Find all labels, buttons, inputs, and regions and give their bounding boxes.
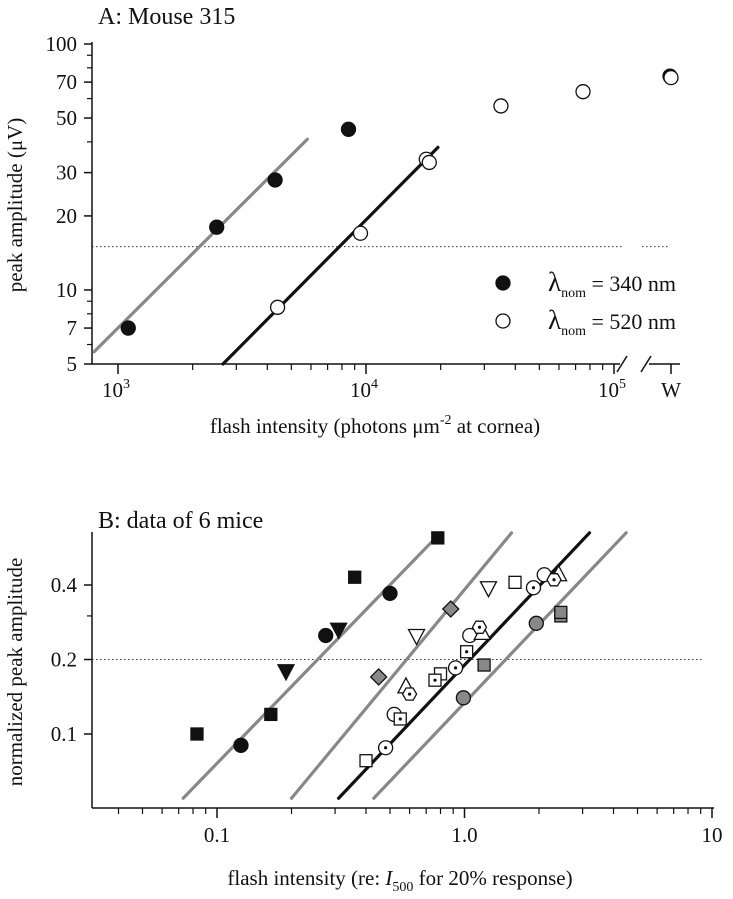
y-tick-label: 0.2 [51, 648, 77, 672]
data-point [479, 581, 498, 599]
marker-center-dot [552, 578, 556, 582]
x-tick-label: 10 [702, 823, 723, 847]
data-point-white [663, 69, 679, 86]
fit-line [337, 531, 592, 800]
data-point [120, 320, 136, 336]
x-tick-label-white: W [661, 378, 681, 402]
data-point [190, 727, 204, 741]
data-point [269, 299, 286, 315]
panel-b-axes [91, 532, 714, 809]
panel-a: A: Mouse 315 peak amplitude (μV) 5 7 10 20 3… [3, 4, 681, 438]
marker-center-dot [453, 666, 458, 670]
panel-b-y-ticks: 0.1 0.2 0.4 [51, 573, 92, 746]
panel-b-xlabel: flash intensity (re: I500 for 20% respon… [227, 866, 572, 895]
data-point [431, 531, 445, 545]
x-tick-label: 105 [598, 377, 626, 402]
data-point [359, 754, 373, 768]
panel-a-title: A: Mouse 315 [98, 4, 235, 30]
panel-a-y-ticks: 5 7 10 20 30 50 70 100 [46, 32, 92, 376]
x-tick-label: 104 [350, 377, 378, 402]
y-tick-label: 10 [56, 278, 77, 302]
data-point [209, 219, 225, 235]
panel-b: B: data of 6 mice normalized peak amplit… [3, 508, 723, 895]
marker-center-dot [477, 625, 482, 629]
panel-b-ylabel: normalized peak amplitude [3, 558, 27, 787]
data-point [329, 622, 348, 640]
fit-line [221, 145, 440, 366]
data-point [369, 668, 388, 686]
y-tick-label: 70 [56, 70, 77, 94]
fit-line [372, 531, 628, 800]
y-tick-label: 50 [56, 106, 77, 130]
panel-a-points [120, 68, 679, 336]
marker-center-dot [398, 717, 402, 721]
legend-entry-520: λnom = 520 nm [548, 305, 676, 339]
y-tick-label: 0.4 [51, 573, 78, 597]
panel-a-x-ticks: 103 104 105 W [102, 364, 681, 402]
data-point [528, 615, 544, 631]
marker-center-dot [407, 692, 412, 696]
y-tick-label: 0.1 [51, 722, 77, 746]
data-point [508, 575, 522, 589]
x-tick-label: 0.1 [204, 823, 230, 847]
data-point [267, 172, 283, 188]
data-point [233, 737, 249, 753]
data-point [493, 98, 509, 114]
panel-a-axes [91, 42, 680, 373]
panel-a-ylabel: peak amplitude (μV) [3, 118, 27, 293]
marker-center-dot [433, 678, 437, 682]
y-tick-label: 5 [67, 352, 78, 376]
axis-break-mark [640, 355, 652, 373]
marker-center-dot [465, 650, 469, 654]
fit-line [92, 137, 309, 354]
data-point [477, 658, 491, 672]
data-point [348, 570, 362, 584]
panel-b-points [190, 531, 568, 768]
data-point [421, 154, 437, 171]
y-tick-label: 7 [67, 316, 78, 340]
legend-entry-340: λnom = 340 nm [548, 267, 676, 301]
x-tick-label: 103 [102, 377, 130, 402]
data-point [382, 585, 398, 602]
data-point [276, 664, 296, 682]
data-point [575, 84, 591, 100]
panel-b-x-ticks: 0.1 1.0 10 [117, 808, 723, 847]
y-tick-label: 20 [56, 204, 77, 228]
y-tick-label: 100 [46, 32, 78, 56]
panel-a-xlabel: flash intensity (photons μm-2 at cornea) [210, 413, 540, 438]
axis-break-mark [616, 355, 628, 373]
fit-line [181, 531, 443, 800]
legend-marker-filled [495, 275, 511, 291]
data-point [455, 690, 472, 706]
data-point [264, 707, 278, 722]
marker-center-dot [531, 586, 536, 590]
data-point [441, 600, 460, 618]
panel-b-title: B: data of 6 mice [98, 508, 263, 534]
marker-center-dot [384, 746, 388, 750]
data-point [554, 605, 568, 620]
y-tick-label: 30 [56, 161, 77, 185]
data-point [318, 627, 334, 644]
legend-marker-open [495, 313, 511, 329]
fit-line [289, 531, 514, 800]
data-point [340, 121, 357, 137]
panel-a-legend: λnom = 340 nm λnom = 520 nm [495, 267, 676, 339]
x-tick-label: 1.0 [451, 823, 477, 847]
data-point [407, 628, 426, 646]
data-point [352, 225, 369, 241]
panel-a-fit-lines [92, 137, 440, 366]
